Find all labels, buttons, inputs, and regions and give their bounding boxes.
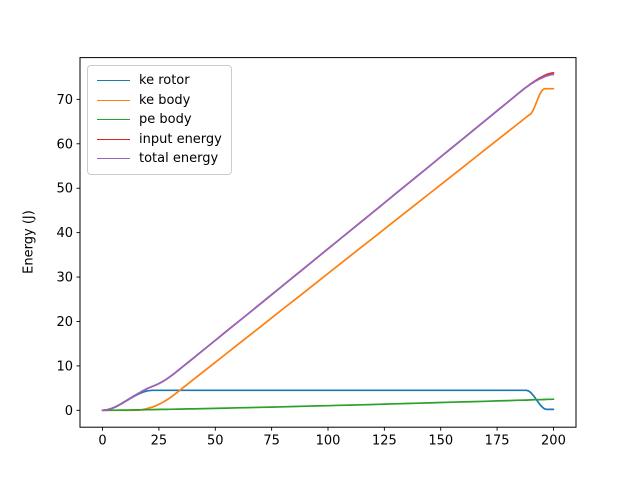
series-line-total-energy — [101, 73, 555, 412]
y-axis-tick-label: 30 — [56, 271, 73, 286]
x-axis-tick-label: 175 — [485, 434, 510, 449]
y-axis-label: Energy (J) — [21, 210, 37, 274]
x-axis-tick-label: 150 — [428, 434, 453, 449]
legend-line-sample — [97, 99, 130, 101]
x-axis-tick-label: 100 — [316, 434, 341, 449]
legend-line-sample — [97, 138, 130, 140]
y-axis-tick-label: 0 — [65, 404, 73, 419]
legend-line-sample — [97, 119, 130, 121]
legend-item-label: input energy — [139, 131, 222, 147]
legend-item: input energy — [97, 130, 222, 150]
legend-item-label: ke body — [139, 92, 191, 108]
y-axis-tick-label: 40 — [56, 226, 73, 241]
x-axis-tick-label: 50 — [207, 434, 224, 449]
legend-item: ke body — [97, 91, 222, 111]
y-axis-tick-label: 60 — [56, 137, 73, 152]
legend-item-label: ke rotor — [139, 73, 190, 89]
legend-line-sample — [97, 80, 130, 82]
legend-item: pe body — [97, 110, 222, 130]
x-axis-tick-label: 200 — [541, 434, 566, 449]
legend-box: ke rotor ke body pe body input energy total … — [87, 65, 232, 175]
series-line-ke-rotor — [101, 389, 555, 412]
x-axis-tick-label: 0 — [98, 434, 106, 449]
x-axis-tick-label: 75 — [263, 434, 280, 449]
y-axis-tick-label: 20 — [56, 315, 73, 330]
y-axis-tick-label: 70 — [56, 93, 73, 108]
x-axis-tick-label: 125 — [372, 434, 397, 449]
x-axis-tick-label: 25 — [151, 434, 168, 449]
legend-item: ke rotor — [97, 71, 222, 91]
legend-line-sample — [97, 158, 130, 160]
legend-item: total energy — [97, 149, 222, 169]
plot-border — [79, 57, 577, 428]
y-axis-tick-label: 10 — [56, 359, 73, 374]
legend-item-label: pe body — [139, 112, 192, 128]
series-line-pe-body — [101, 398, 555, 412]
y-axis-tick-label: 50 — [56, 182, 73, 197]
series-line-ke-body — [101, 87, 555, 412]
legend-item-label: total energy — [139, 151, 219, 167]
